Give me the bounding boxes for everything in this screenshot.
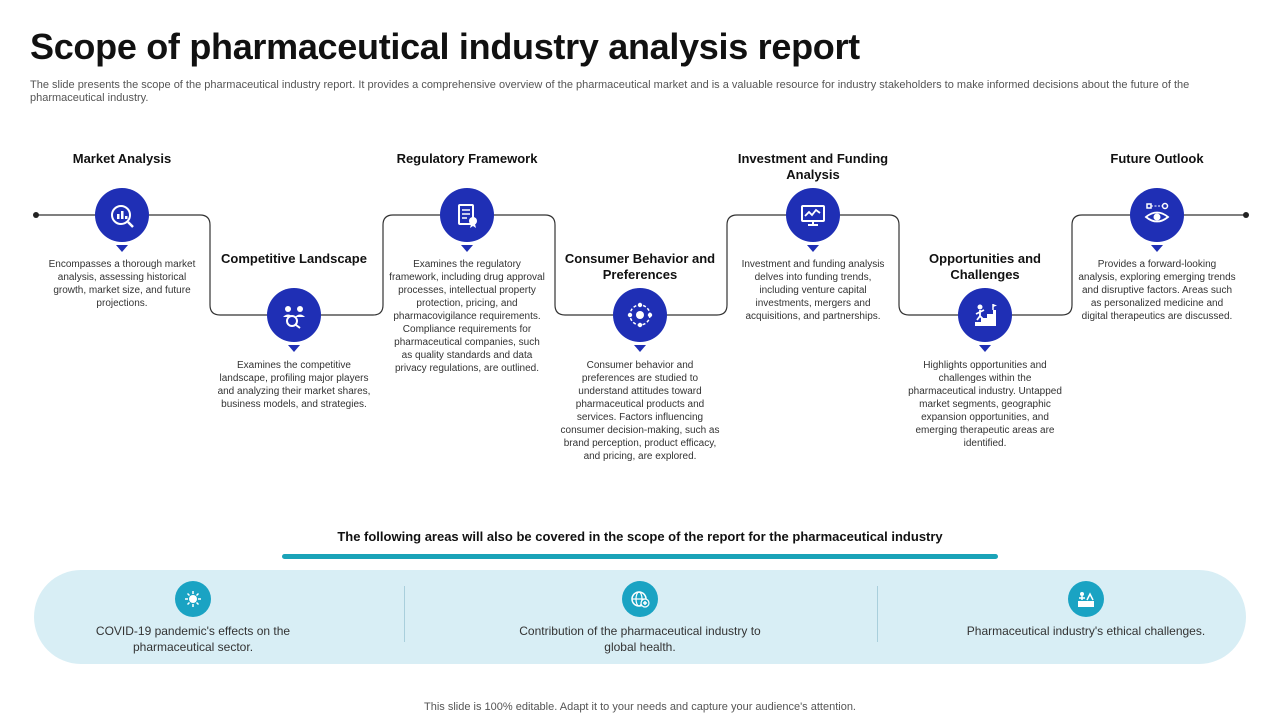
step-label-regulatory-framework: Regulatory Framework	[396, 151, 538, 166]
step-circle-future-outlook	[1130, 188, 1184, 242]
area-text-global-health: Contribution of the pharmaceutical indus…	[519, 624, 761, 654]
timeline-start-dot	[33, 212, 39, 218]
step-description-consumer-behavior: Consumer behavior and preferences are st…	[560, 360, 720, 462]
step-circle-market-analysis	[95, 188, 149, 242]
step-description-opportunities-challenges: Highlights opportunities and challenges …	[908, 360, 1062, 449]
step-label-future-outlook: Future Outlook	[1110, 151, 1204, 166]
areas-heading: The following areas will also be covered…	[337, 529, 943, 544]
step-pointer-regulatory-framework	[461, 245, 473, 252]
regulatory-document-icon	[458, 204, 477, 228]
step-label-opportunities-challenges: Opportunities and Challenges	[929, 251, 1041, 282]
step-circle-competitive-landscape	[267, 288, 321, 342]
step-pointer-investment-funding	[807, 245, 819, 252]
areas-divider-1	[404, 586, 405, 642]
market-analysis-icon	[111, 205, 134, 228]
climbing-stairs-icon	[975, 304, 997, 326]
step-label-competitive-landscape: Competitive Landscape	[221, 251, 367, 266]
step-circle-opportunities-challenges	[958, 288, 1012, 342]
area-icon-covid	[175, 581, 211, 617]
areas-divider-2	[877, 586, 878, 642]
step-pointer-consumer-behavior	[634, 345, 646, 352]
step-description-competitive-landscape: Examines the competitive landscape, prof…	[217, 360, 371, 410]
footer-note: This slide is 100% editable. Adapt it to…	[424, 701, 856, 713]
step-label-market-analysis: Market Analysis	[72, 151, 172, 166]
step-pointer-competitive-landscape	[288, 345, 300, 352]
virus-icon	[185, 591, 201, 607]
area-icon-ethical-challenges	[1068, 581, 1104, 617]
step-circle-regulatory-framework	[440, 188, 494, 242]
step-pointer-future-outlook	[1151, 245, 1163, 252]
step-pointer-market-analysis	[116, 245, 128, 252]
area-text-covid: COVID-19 pandemic's effects on the pharm…	[95, 624, 291, 654]
ethics-icon	[1078, 592, 1094, 607]
step-pointer-opportunities-challenges	[979, 345, 991, 352]
step-circle-investment-funding	[786, 188, 840, 242]
globe-health-icon	[631, 591, 650, 608]
area-text-ethical-challenges: Pharmaceutical industry's ethical challe…	[966, 624, 1206, 638]
step-label-consumer-behavior: Consumer Behavior and Preferences	[564, 251, 716, 282]
consumer-network-icon	[627, 302, 653, 328]
step-description-investment-funding: Investment and funding analysis delves i…	[741, 259, 885, 322]
vision-eye-icon	[1144, 202, 1170, 223]
areas-heading-underline	[282, 554, 998, 559]
area-icon-global-health	[622, 581, 658, 617]
step-description-regulatory-framework: Examines the regulatory framework, inclu…	[389, 259, 545, 374]
monitor-chart-icon	[801, 205, 825, 226]
competitive-landscape-icon	[283, 306, 305, 329]
step-circle-consumer-behavior	[613, 288, 667, 342]
step-description-future-outlook: Provides a forward-looking analysis, exp…	[1078, 259, 1236, 322]
page-subtitle: The slide presents the scope of the phar…	[30, 79, 1190, 104]
step-label-investment-funding: Investment and Funding Analysis	[737, 151, 889, 182]
timeline-end-dot	[1243, 212, 1249, 218]
step-description-market-analysis: Encompasses a thorough market analysis, …	[48, 259, 196, 309]
page-title: Scope of pharmaceutical industry analysi…	[30, 26, 860, 67]
